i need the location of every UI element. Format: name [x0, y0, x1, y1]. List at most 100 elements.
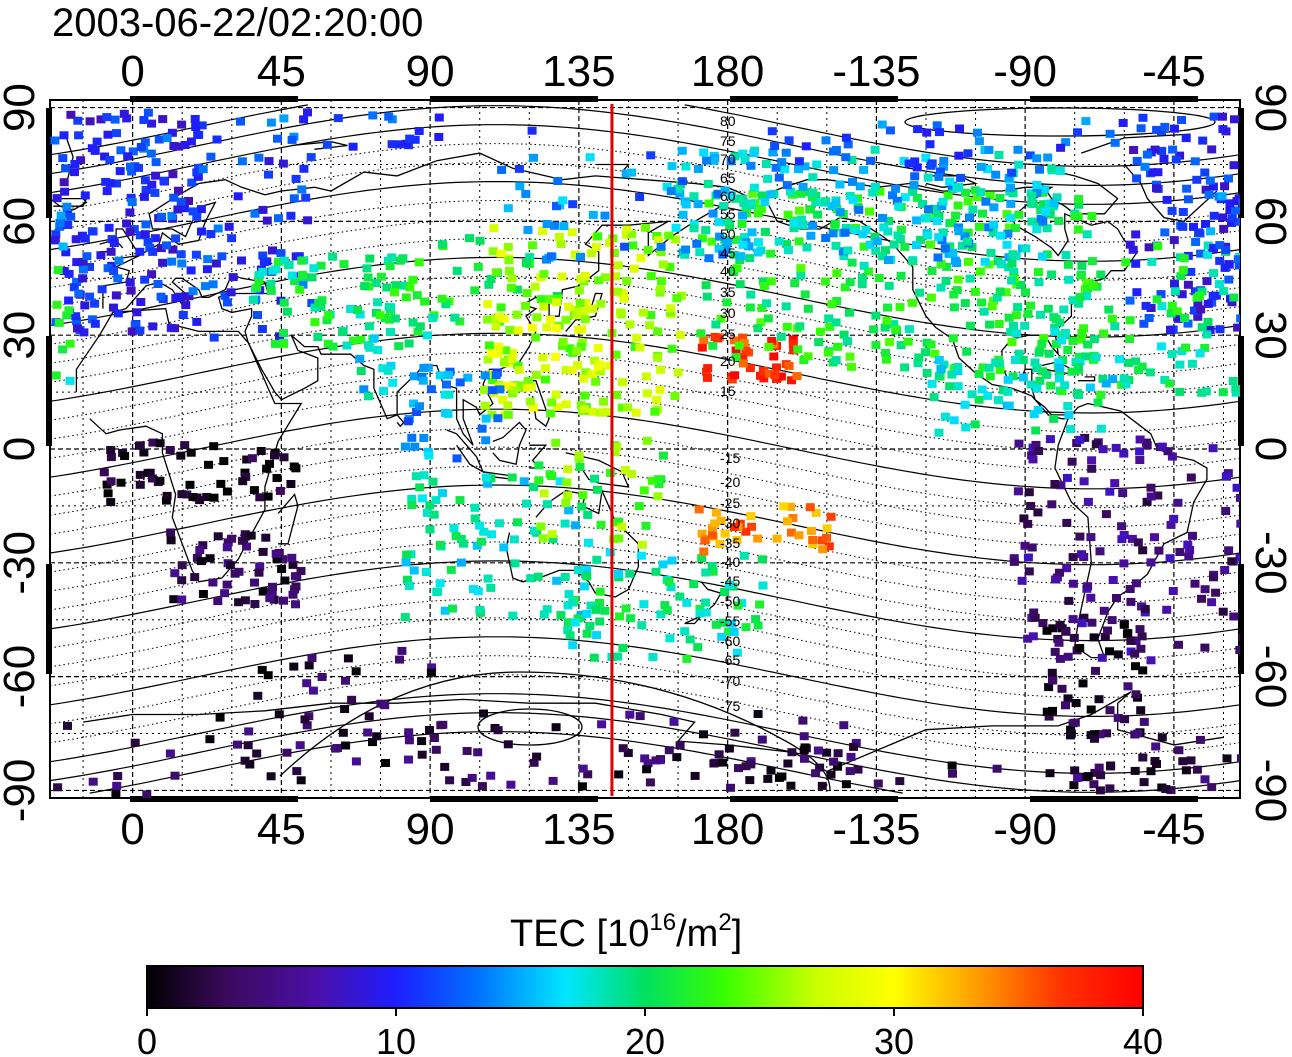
- tec-cell: [829, 147, 838, 156]
- tec-cell: [73, 324, 82, 333]
- tec-cell: [1037, 339, 1047, 348]
- tec-cell: [205, 735, 215, 744]
- colorbar-tick-label: 20: [625, 1021, 665, 1057]
- tec-cell: [949, 303, 959, 312]
- tec-cell: [568, 598, 578, 607]
- tec-cell: [475, 521, 484, 530]
- tec-cell: [796, 189, 806, 198]
- tec-cell: [282, 748, 292, 757]
- tec-cell: [473, 262, 483, 271]
- coastline-path: [565, 452, 630, 488]
- left-lat-tick-label: 60: [0, 197, 44, 246]
- tec-cell: [724, 744, 734, 753]
- tec-cell: [774, 173, 784, 182]
- tec-cell: [747, 228, 757, 237]
- tec-cell: [1135, 447, 1145, 456]
- tec-cell: [1040, 185, 1050, 194]
- tec-cell: [287, 135, 297, 144]
- tec-cell: [404, 736, 414, 745]
- tec-cell: [1024, 488, 1034, 497]
- tec-cell: [1200, 168, 1210, 177]
- tec-cell: [1087, 464, 1097, 473]
- tec-cell: [621, 169, 631, 178]
- tec-cell: [1118, 119, 1128, 127]
- tec-cell: [939, 360, 949, 369]
- tec-cell: [818, 545, 828, 554]
- tec-cell: [505, 326, 515, 334]
- tec-cell: [702, 156, 712, 165]
- tec-cell: [1083, 497, 1093, 506]
- tec-cell: [767, 337, 777, 345]
- tec-cell: [1008, 372, 1018, 381]
- tec-cell: [693, 200, 703, 209]
- tec-cell: [846, 752, 856, 761]
- tec-cell: [1181, 134, 1191, 143]
- tec-cell: [926, 293, 936, 302]
- tec-cell: [175, 292, 185, 301]
- tec-cell: [1235, 646, 1240, 654]
- tec-cell: [1236, 314, 1240, 323]
- tec-cell: [452, 454, 462, 463]
- tec-cell: [82, 252, 92, 261]
- tec-cell: [58, 154, 68, 163]
- tec-cell: [483, 300, 493, 309]
- tec-cell: [889, 240, 899, 249]
- tec-cell: [567, 366, 577, 375]
- tec-cell: [839, 721, 849, 730]
- tec-cell: [527, 126, 537, 135]
- tec-cell: [1079, 324, 1089, 333]
- tec-cell: [1183, 540, 1193, 549]
- tec-cell: [249, 486, 259, 495]
- tec-cell: [697, 343, 707, 352]
- tec-cell: [1144, 243, 1154, 252]
- tec-cell: [250, 600, 260, 608]
- tec-cell: [493, 726, 503, 735]
- tec-cell: [400, 442, 410, 451]
- tec-cell: [1125, 585, 1135, 593]
- tec-cell: [560, 519, 570, 528]
- tec-cell: [112, 179, 121, 188]
- tec-cell: [896, 225, 906, 234]
- tec-cell: [968, 205, 978, 214]
- tec-cell: [1004, 313, 1014, 322]
- tec-cell: [738, 194, 748, 203]
- tec-cell: [991, 170, 1001, 179]
- tec-cell: [150, 188, 160, 197]
- tec-cell: [1150, 145, 1160, 154]
- tec-cell: [625, 569, 635, 578]
- tec-cell: [656, 248, 666, 257]
- tec-cell: [652, 395, 662, 404]
- tec-cell: [645, 321, 655, 330]
- tec-cell: [279, 256, 289, 265]
- tec-cell: [636, 253, 646, 262]
- tec-cell: [735, 280, 745, 289]
- tec-cell: [233, 192, 243, 201]
- tec-cell: [763, 174, 773, 183]
- tec-cell: [169, 142, 179, 150]
- tec-cell: [1027, 217, 1037, 226]
- tec-cell: [737, 219, 747, 228]
- tec-cell: [553, 402, 563, 411]
- tec-cell: [646, 151, 656, 160]
- tec-cell: [528, 241, 538, 250]
- tec-cell: [451, 532, 461, 541]
- tec-cell: [419, 363, 429, 372]
- tec-cell: [450, 313, 460, 322]
- tec-cell: [760, 197, 770, 206]
- left-lat-tick-label: 0: [0, 437, 44, 461]
- frame-tick-right-3: [1238, 564, 1244, 674]
- tec-cell: [680, 627, 690, 636]
- tec-cell: [776, 372, 786, 381]
- tec-cell: [796, 215, 806, 224]
- tec-cell: [473, 748, 483, 757]
- tec-cell: [528, 323, 537, 332]
- tec-cell: [1032, 188, 1042, 197]
- tec-cell: [975, 222, 984, 231]
- tec-cell: [806, 231, 816, 240]
- tec-cell: [924, 205, 933, 214]
- tec-cell: [1030, 358, 1040, 367]
- tec-cell: [1061, 701, 1070, 710]
- tec-cell: [1085, 383, 1095, 392]
- tec-cell: [741, 527, 751, 536]
- tec-cell: [132, 308, 142, 317]
